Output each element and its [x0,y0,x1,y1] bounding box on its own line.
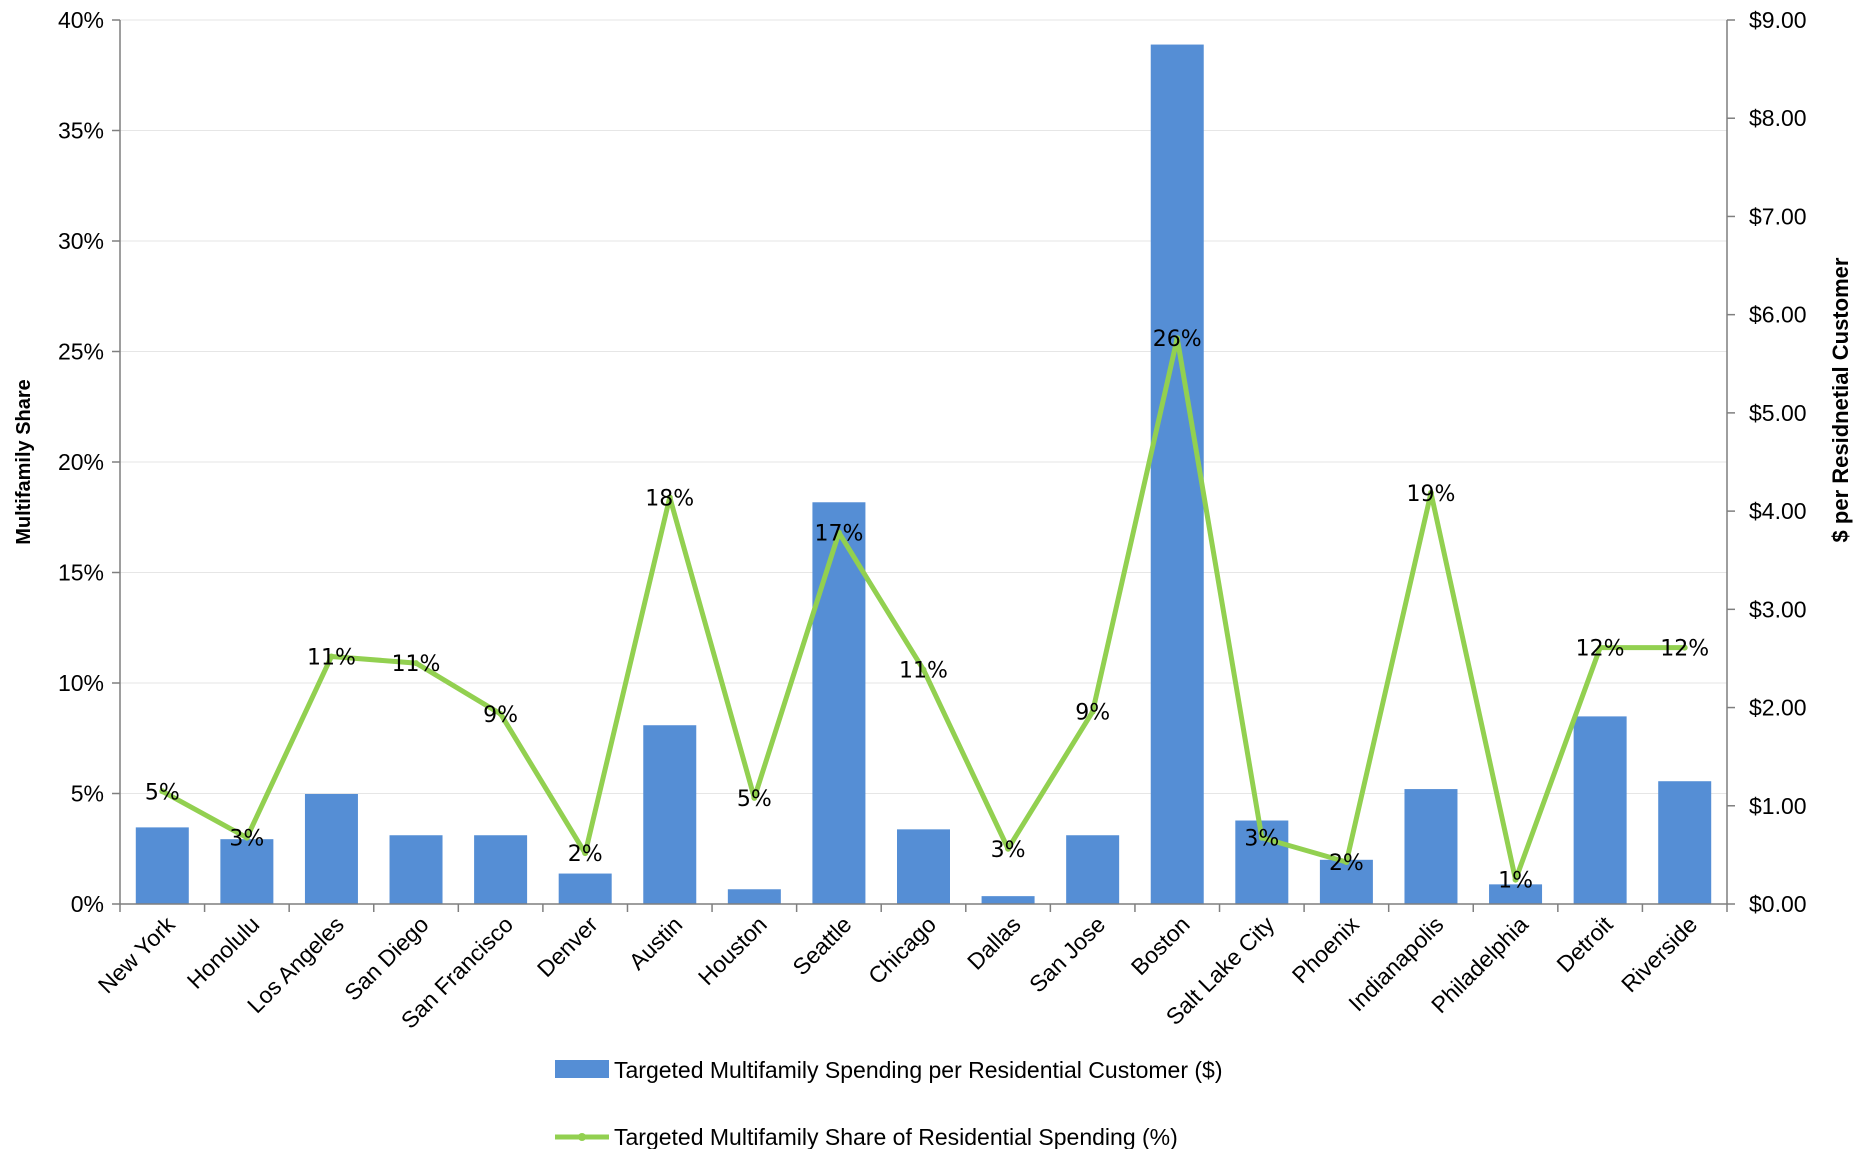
left-tick-label: 10% [58,670,104,696]
right-tick-label: $5.00 [1749,400,1807,426]
line-point [1427,489,1434,496]
bar [643,725,697,904]
bar [727,889,781,904]
data-label: 3% [991,838,1026,863]
bar [135,827,189,904]
data-label: 3% [229,827,264,852]
bar [812,502,866,904]
bar [897,829,950,904]
line-point [497,710,504,717]
right-tick-label: $9.00 [1749,7,1807,33]
line-point [1681,644,1688,651]
left-tick-label: 40% [58,7,104,33]
line-point [1512,876,1519,883]
line-point [582,850,589,857]
line-point [1174,335,1181,342]
line-point [328,653,335,660]
right-tick-label: $7.00 [1749,203,1807,229]
legend-line-marker [578,1133,586,1141]
right-axis-title: $ per Residnetial Customer [1828,257,1853,542]
data-label: 5% [737,787,772,812]
data-label: 26% [1153,327,1202,352]
line-point [1597,644,1604,651]
line-point [751,794,758,801]
category-label: Riverside [1616,911,1702,997]
data-label: 9% [1075,701,1110,726]
line-point [920,666,927,673]
bar [389,835,443,904]
bar [1150,44,1204,905]
data-label: 11% [392,652,441,677]
bar [1573,716,1627,904]
right-tick-label: $2.00 [1749,695,1807,721]
left-axis-title: Multifamily Share [13,379,35,545]
data-label: 2% [568,842,603,867]
line-point [1258,834,1265,841]
line-point [1005,845,1012,852]
category-label: Chicago [863,911,941,989]
data-label: 3% [1244,827,1279,852]
bar [1658,781,1712,904]
category-label: San Jose [1024,911,1110,997]
data-label: 17% [814,522,863,547]
right-tick-label: $6.00 [1749,302,1807,328]
data-label: 19% [1407,482,1456,507]
left-tick-label: 20% [58,449,104,475]
data-label: 11% [307,645,356,670]
category-label: Seattle [787,911,856,980]
data-label: 12% [1576,637,1625,662]
bar [981,896,1035,904]
left-tick-label: 30% [58,228,104,254]
right-tick-label: $8.00 [1749,105,1807,131]
right-tick-label: $0.00 [1749,891,1807,917]
line-point [666,494,673,501]
line-point [1089,708,1096,715]
category-label: New York [93,911,180,998]
bar [220,839,274,904]
right-tick-label: $3.00 [1749,596,1807,622]
data-label: 18% [645,486,694,511]
bar [1404,789,1458,904]
left-tick-label: 15% [58,560,104,586]
line-point [413,660,420,667]
left-tick-label: 25% [58,339,104,365]
right-tick-label: $4.00 [1749,498,1807,524]
data-label: 5% [145,780,180,805]
bar [1066,835,1120,904]
category-label: Dallas [962,911,1026,975]
data-label: 12% [1660,637,1709,662]
line-point [159,788,166,795]
bar [474,835,528,904]
left-tick-label: 5% [71,781,104,807]
left-tick-label: 35% [58,118,104,144]
bar [558,873,612,904]
bar [1489,884,1543,904]
category-label: Honolulu [182,911,265,994]
data-label: 2% [1329,851,1364,876]
legend-bar-swatch [555,1060,609,1078]
line-point [243,834,250,841]
bar [1319,859,1373,904]
category-label: Austin [624,911,688,975]
left-tick-label: 0% [71,891,104,917]
bar [304,793,358,904]
legend-bar-label: Targeted Multifamily Spending per Reside… [614,1057,1223,1083]
line-point [1343,859,1350,866]
category-label: Detroit [1551,911,1618,978]
right-tick-label: $1.00 [1749,793,1807,819]
line-point [835,529,842,536]
category-label: Denver [532,911,603,982]
category-label: Boston [1126,911,1195,980]
data-label: 1% [1498,869,1533,894]
data-label: 11% [899,659,948,684]
category-label: Phoenix [1287,911,1365,989]
legend-line-label: Targeted Multifamily Share of Residentia… [614,1124,1178,1149]
data-label: 9% [483,703,518,728]
category-label: Houston [693,911,772,990]
